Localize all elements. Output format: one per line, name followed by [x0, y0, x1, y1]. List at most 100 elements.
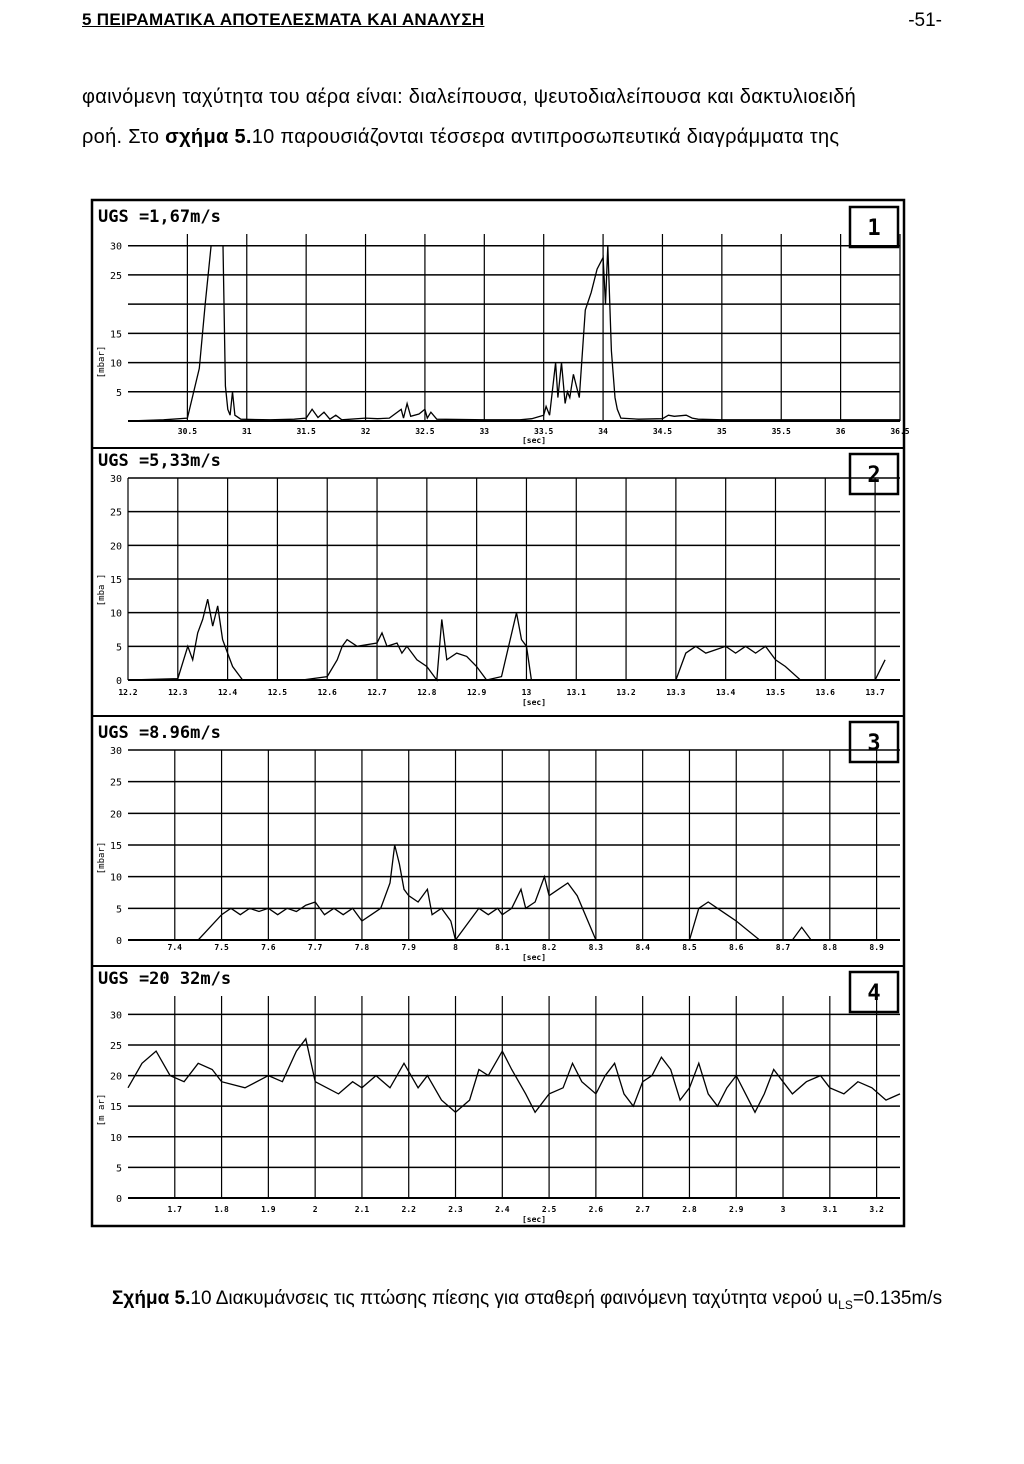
paragraph-line-2: ροή. Στο σχήμα 5.10 παρουσιάζονται τέσσε…	[82, 126, 839, 149]
panel-3-number-box	[848, 720, 900, 764]
panel-4-number-box	[848, 970, 900, 1014]
caption-text: 10 Διακυμάνσεις τις πτώσης πίεσης για στ…	[190, 1288, 839, 1309]
panel-3-xtick-label: 8.8	[823, 943, 838, 952]
panel-3-xtick-label: 7.7	[308, 943, 323, 952]
panel-4-xtick-label: 2.2	[402, 1205, 417, 1214]
panel-3-xtick-label: 8	[453, 943, 458, 952]
panel-1-xtick-label: 31	[242, 427, 252, 436]
panel-3-ytick-label: 10	[110, 873, 122, 884]
panel-1-ylabel: [mbar]	[97, 346, 107, 379]
panel-2-ytick-label: 25	[110, 508, 122, 519]
panel-1-ytick-label: 5	[116, 388, 122, 399]
paragraph-text: 10 παρουσιάζονται τέσσερα αντιπροσωπευτι…	[251, 126, 840, 148]
panel-3-xlabel: [sec]	[522, 953, 546, 962]
panel-3-number: 3	[867, 731, 880, 756]
caption-label: Σχήμα 5.	[112, 1288, 191, 1309]
panel-2-xtick-label: 12.7	[367, 688, 386, 697]
panel-3-xtick-label: 8.5	[682, 943, 697, 952]
panel-2-number: 2	[867, 463, 880, 488]
panel-4-ytick-label: 30	[110, 1010, 122, 1021]
panel-1-number-box	[848, 205, 900, 249]
figure-reference: σχήμα 5.	[165, 126, 252, 148]
panel-2-series-line	[127, 599, 886, 682]
panel-4-ytick-label: 15	[110, 1102, 122, 1113]
panel-4-ytick-label: 20	[110, 1072, 122, 1083]
panel-1-title: UGS =1,67m/s	[98, 207, 221, 227]
panel-2-xtick-label: 13.2	[616, 688, 635, 697]
panel-3-xtick-label: 8.6	[729, 943, 744, 952]
panel-4-xtick-label: 2.7	[635, 1205, 650, 1214]
panel-4-xtick-label: 2.8	[682, 1205, 697, 1214]
panel-3-series-line	[128, 844, 900, 942]
caption-text: =0.135m/s	[852, 1288, 943, 1309]
panel-4-xtick-label: 2.4	[495, 1205, 510, 1214]
panel-3-ytick-label: 5	[116, 904, 122, 915]
panel-3-xtick-label: 7.5	[214, 943, 229, 952]
panel-2-xtick-label: 12.5	[268, 688, 287, 697]
panel-4-xtick-label: 3.2	[869, 1205, 884, 1214]
panel-2-ytick-label: 15	[110, 575, 122, 586]
panel-3-xtick-label: 8.9	[869, 943, 884, 952]
panel-1-xlabel: [sec]	[522, 436, 546, 445]
panel-3-xtick-label: 8.2	[542, 943, 557, 952]
panel-2-xtick-label: 12.6	[318, 688, 337, 697]
panel-2-title: UGS =5,33m/s	[98, 451, 221, 471]
panel-3-xtick-label: 8.4	[635, 943, 650, 952]
panel-2-ytick-label: 30	[110, 474, 122, 485]
panel-4-xlabel: [sec]	[522, 1215, 546, 1224]
panel-1-xtick-label: 30.5	[178, 427, 197, 436]
panel-2-xtick-label: 13.5	[766, 688, 785, 697]
panel-1-xtick-label: 34	[598, 427, 608, 436]
panel-2-xtick-label: 13.7	[865, 688, 884, 697]
panel-3-title: UGS =8.96m/s	[98, 723, 221, 743]
panel-3-xtick-label: 7.4	[168, 943, 183, 952]
panel-2-xtick-label: 13.6	[816, 688, 835, 697]
figure-caption: Σχήμα 5.10 Διακυμάνσεις τις πτώσης πίεση…	[112, 1288, 942, 1312]
page-number: -51-	[908, 10, 942, 31]
panel-2-ytick-label: 0	[116, 676, 122, 687]
panel-4-xtick-label: 2.9	[729, 1205, 744, 1214]
panel-2-xtick-label: 13.4	[716, 688, 735, 697]
panel-1-xtick-label: 35	[717, 427, 727, 436]
panel-4-number: 4	[867, 981, 880, 1006]
panel-1-xtick-label: 35.5	[772, 427, 791, 436]
panel-4-series-line	[127, 1037, 901, 1114]
panel-4-xtick-label: 1.9	[261, 1205, 276, 1214]
panel-4-ytick-label: 25	[110, 1041, 122, 1052]
panel-3-xtick-label: 8.7	[776, 943, 791, 952]
panel-4-xtick-label: 2.5	[542, 1205, 557, 1214]
panel-4-ytick-label: 5	[116, 1163, 122, 1174]
panel-2-xtick-label: 12.9	[467, 688, 486, 697]
panel-3-xtick-label: 7.8	[355, 943, 370, 952]
panel-3-xtick-label: 8.1	[495, 943, 510, 952]
paragraph-text: ροή. Στο	[82, 126, 166, 148]
panel-3-ylabel: [mbar]	[97, 842, 107, 875]
panel-2-xtick-label: 12.2	[118, 688, 137, 697]
panel-3-ytick-label: 30	[110, 746, 122, 757]
panel-1-xtick-label: 33	[479, 427, 489, 436]
panel-1-xtick-label: 32	[361, 427, 371, 436]
panel-2-xtick-label: 13.1	[567, 688, 586, 697]
page-header: 5 ΠΕΙΡΑΜΑΤΙΚΑ ΑΠΟΤΕΛΕΣΜΑΤΑ ΚΑΙ ΑΝΑΛΥΣΗ -…	[82, 8, 942, 36]
panel-4-xtick-label: 2.3	[448, 1205, 463, 1214]
panel-2-ytick-label: 5	[116, 642, 122, 653]
panel-1-xtick-label: 36.5	[890, 427, 909, 436]
panel-1-xtick-label: 36	[836, 427, 846, 436]
panel-4-xtick-label: 1.8	[214, 1205, 229, 1214]
panel-4-xtick-label: 3.1	[823, 1205, 838, 1214]
panel-1-xtick-label: 31.5	[297, 427, 316, 436]
panel-4-title: UGS =20 32m/s	[98, 969, 231, 989]
panel-2-xtick-label: 12.8	[417, 688, 436, 697]
paragraph-line-1: φαινόμενη ταχύτητα του αέρα είναι: διαλε…	[82, 86, 857, 108]
panel-2-xtick-label: 12.4	[218, 688, 237, 697]
panel-1-ytick-label: 25	[110, 271, 122, 282]
figure-frame	[90, 198, 906, 1228]
panel-3-ytick-label: 25	[110, 778, 122, 789]
panel-1-ytick-label: 15	[110, 329, 122, 340]
panel-2-ytick-label: 20	[110, 541, 122, 552]
panel-4-ylabel: [m ar]	[97, 1094, 107, 1127]
panel-3-ytick-label: 20	[110, 809, 122, 820]
panel-1-series-line	[127, 245, 900, 422]
panel-2-ytick-label: 10	[110, 609, 122, 620]
panel-1-xtick-label: 34.5	[653, 427, 672, 436]
